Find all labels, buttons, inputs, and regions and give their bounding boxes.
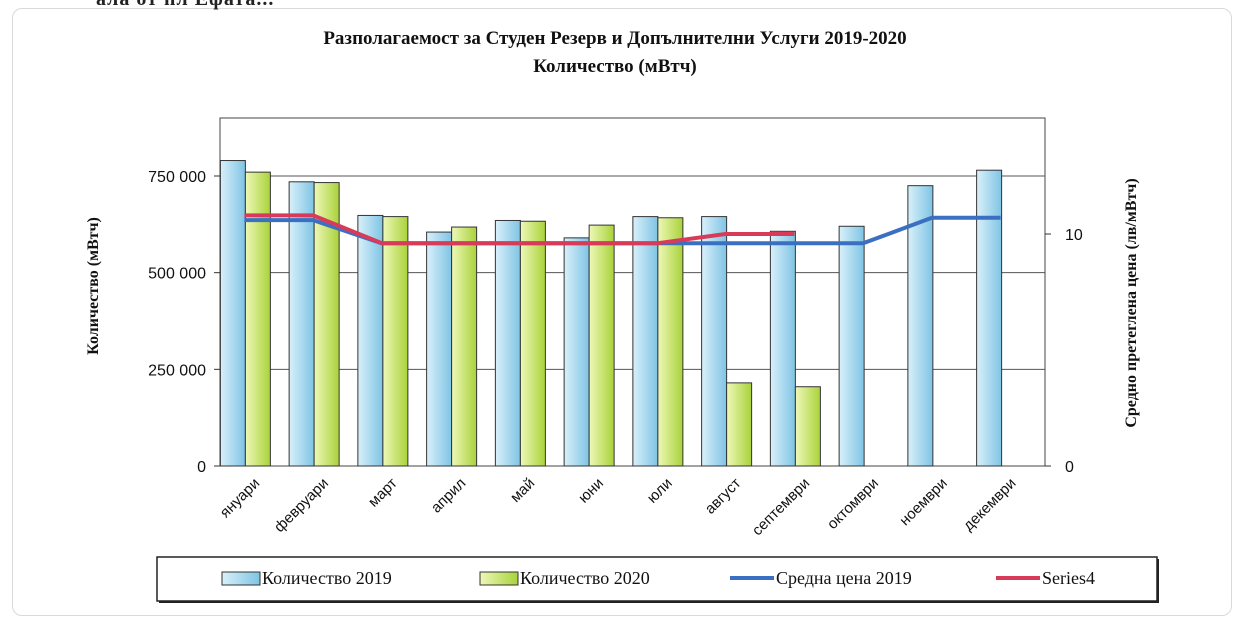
x-tick-label: януари [217, 475, 264, 522]
bar-kolichestvo-2019 [563, 237, 590, 467]
bar-kolichestvo-2019 [838, 225, 865, 467]
x-tick-label: декември [960, 475, 1020, 535]
y-tick-label: 250 000 [148, 362, 206, 379]
bar-kolichestvo-2020 [519, 220, 546, 467]
bar-kolichestvo-2019 [976, 169, 1003, 467]
legend-label: Series4 [1042, 568, 1095, 588]
x-tick-label: февруари [271, 475, 332, 536]
y-axis-label: Количество (мВтч) [85, 217, 102, 355]
bar-kolichestvo-2019 [494, 219, 521, 467]
bar-kolichestvo-2019 [357, 214, 384, 467]
chart-subtitle: Количество (мВтч) [533, 56, 697, 77]
legend: Количество 2019 Количество 2020 Средна цен… [156, 556, 1159, 603]
bar-kolichestvo-2019 [907, 185, 934, 467]
y2-axis-label: Средно претеглена цена (лв/мВтч) [1123, 178, 1140, 427]
bar-kolichestvo-2020 [588, 224, 615, 467]
x-tick-label: май [507, 475, 538, 506]
y-tick-label: 0 [197, 459, 206, 476]
chart-title: Разполагаемост за Студен Резерв и Допълн… [323, 28, 906, 49]
bar-kolichestvo-2020 [382, 216, 409, 467]
x-tick-label: октомври [824, 475, 882, 533]
x-tick-label: април [428, 475, 470, 517]
bar-kolichestvo-2020 [794, 386, 821, 467]
line-series4 [244, 213, 795, 246]
bar-kolichestvo-2019 [288, 181, 315, 467]
legend-swatch [221, 571, 261, 586]
bar-kolichestvo-2020 [726, 382, 753, 467]
bar-kolichestvo-2019 [426, 231, 453, 467]
x-tick-label: септември [749, 475, 813, 539]
y-tick-label: 750 000 [148, 169, 206, 186]
bar-kolichestvo-2020 [657, 217, 684, 467]
bar-kolichestvo-2019 [219, 160, 246, 467]
cropped-header-text: ала от пл Ефата... [96, 0, 274, 11]
x-tick-label: март [365, 475, 401, 511]
x-tick-label: август [702, 475, 745, 518]
legend-label: Средна цена 2019 [776, 568, 912, 588]
legend-swatch [479, 571, 519, 586]
x-tick-label: юни [575, 475, 607, 507]
legend-label: Количество 2019 [262, 568, 392, 588]
y2-tick-label: 0 [1065, 459, 1074, 476]
y2-tick-label: 10 [1065, 227, 1083, 244]
x-tick-label: юли [644, 475, 676, 507]
x-tick-label: ноември [896, 475, 950, 529]
bar-kolichestvo-2019 [701, 216, 728, 467]
y-tick-label: 500 000 [148, 266, 206, 283]
bar-kolichestvo-2019 [632, 216, 659, 467]
legend-label: Количество 2020 [520, 568, 650, 588]
plot-area: 0 250 000 500 000 750 000 0 10 януари февруари м… [148, 117, 1083, 539]
legend-box [156, 556, 1158, 602]
bar-kolichestvo-2020 [313, 182, 340, 467]
bar-kolichestvo-2019 [769, 230, 796, 467]
bar-kolichestvo-2020 [451, 226, 478, 467]
